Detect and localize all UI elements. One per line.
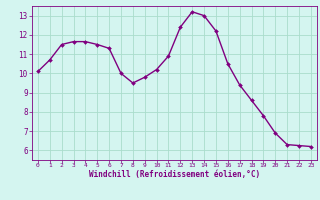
X-axis label: Windchill (Refroidissement éolien,°C): Windchill (Refroidissement éolien,°C) [89,170,260,179]
